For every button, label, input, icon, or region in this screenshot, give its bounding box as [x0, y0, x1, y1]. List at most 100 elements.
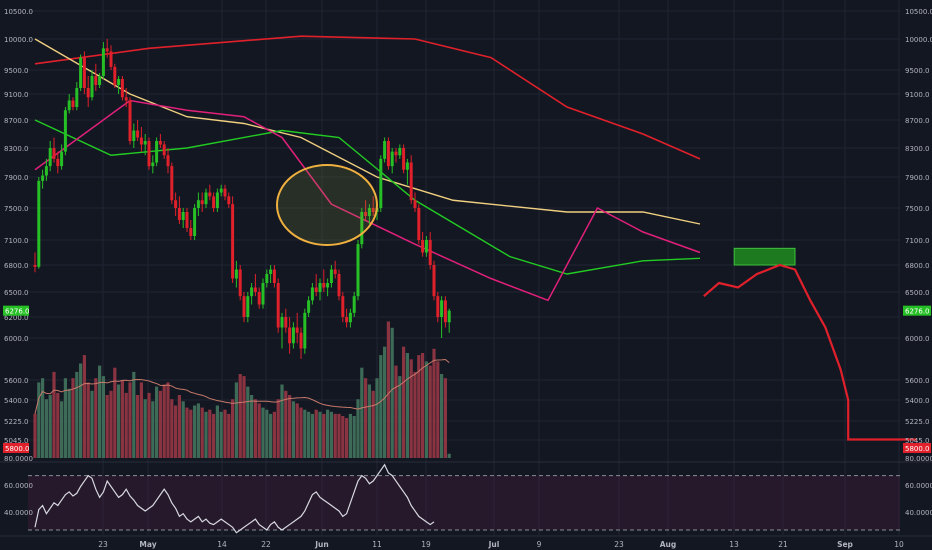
candle-body	[253, 287, 257, 292]
volume-bar	[333, 413, 337, 458]
rsi-right-label: 40.0000	[905, 509, 932, 517]
volume-bar	[257, 403, 261, 458]
volume-bar	[326, 409, 330, 458]
volume-bar	[109, 390, 113, 458]
candle-body	[200, 200, 204, 205]
candle-body	[90, 76, 94, 98]
candle-body	[101, 48, 105, 76]
rsi-left-label: 60.0000	[4, 482, 33, 490]
volume-bar	[238, 374, 242, 458]
volume-bar	[299, 407, 303, 458]
candle-body	[322, 283, 326, 288]
volume-bar	[117, 384, 121, 458]
left-price-label: 6200.0	[4, 314, 29, 322]
axes: 10500.0 10000.0 9500.0 9100.0 8700.0 8300.0 79…	[0, 8, 932, 549]
volume-bar	[432, 348, 436, 458]
volume-bar	[337, 413, 341, 458]
volume-bar	[447, 453, 451, 458]
candle-body	[223, 188, 227, 197]
candle-body	[139, 137, 143, 145]
volume-bar	[231, 399, 235, 458]
time-label: 21	[778, 540, 788, 549]
volume-bar	[41, 378, 45, 458]
volume-bar	[136, 395, 140, 458]
volume-bar	[310, 413, 314, 458]
right-price-label: 7100.0	[905, 237, 930, 245]
candle-body	[348, 312, 352, 323]
volume-bar	[86, 382, 90, 458]
candle-body	[132, 130, 136, 141]
right-price-marker	[903, 305, 931, 316]
candle-body	[345, 317, 349, 323]
volume-bar	[208, 409, 212, 458]
candle-body	[318, 283, 322, 292]
time-label: 13	[729, 540, 739, 549]
candle-body	[143, 141, 147, 145]
candle-body	[269, 269, 273, 274]
volume-bar	[295, 403, 299, 458]
volume-bar	[48, 395, 52, 458]
left-price-label: 10500.0	[4, 8, 33, 16]
volume-bar	[424, 361, 428, 458]
candle-body	[79, 57, 83, 88]
volume-bar	[329, 411, 333, 458]
volume-bar	[67, 388, 71, 458]
candle-body	[37, 180, 41, 267]
left-price-label: 9500.0	[4, 67, 29, 75]
volume-bar	[341, 416, 345, 458]
volume-ma-line	[34, 358, 450, 415]
volume-bar	[98, 365, 102, 458]
volume-bar	[291, 401, 295, 458]
left-price-marker-text: 6276.0	[5, 308, 30, 316]
candle-body	[386, 141, 390, 167]
rsi-right-label: 60.0000	[905, 482, 932, 490]
left-price-label: 5400.0	[4, 397, 29, 405]
left-price-label: 7500.0	[4, 205, 29, 213]
left-price-label: 10000.0	[4, 36, 33, 44]
right-price-label: 9100.0	[905, 91, 930, 99]
time-label: Aug	[660, 540, 677, 549]
right-price-label: 10000.0	[905, 36, 932, 44]
candle-body	[272, 269, 276, 283]
candle-body	[155, 141, 159, 163]
right-price-label: 6500.0	[905, 289, 930, 297]
volume-bar	[162, 384, 166, 458]
candle-body	[52, 148, 56, 159]
candle-body	[299, 332, 303, 349]
volume-bar	[177, 395, 181, 458]
volume-bar	[223, 409, 227, 458]
candle-body	[185, 212, 189, 228]
candle-body	[136, 130, 140, 138]
right-price-label: 7900.0	[905, 174, 930, 182]
candle-body	[394, 151, 398, 156]
volume-bar	[105, 395, 109, 458]
candle-body	[356, 244, 360, 297]
volume-bar	[139, 382, 143, 458]
time-label: 22	[261, 540, 271, 549]
volume-bar	[417, 355, 421, 458]
candle-body	[41, 175, 45, 181]
candlesticks[interactable]	[33, 39, 451, 359]
time-label: 11	[372, 540, 382, 549]
candle-body	[219, 188, 223, 193]
time-label: Jun	[314, 540, 328, 549]
volume-bar	[367, 384, 371, 458]
candle-body	[432, 265, 436, 297]
volume-bar	[56, 392, 60, 458]
volume-bar	[174, 405, 178, 458]
volume-bar	[193, 405, 197, 458]
candle-body	[421, 240, 425, 253]
left-volume-marker-text: 5800.0	[5, 445, 30, 453]
candle-body	[56, 158, 60, 167]
volume-bar	[170, 399, 174, 458]
rsi-pane	[0, 461, 932, 534]
left-price-label: 8300.0	[4, 145, 29, 153]
left-volume-marker	[3, 443, 29, 453]
volume-bar	[261, 407, 265, 458]
volume-bars	[33, 321, 451, 458]
left-price-label: 7900.0	[4, 174, 29, 182]
right-price-marker-text: 6276.0	[905, 308, 930, 316]
right-price-label: 8300.0	[905, 145, 930, 153]
volume-bar	[436, 361, 440, 458]
